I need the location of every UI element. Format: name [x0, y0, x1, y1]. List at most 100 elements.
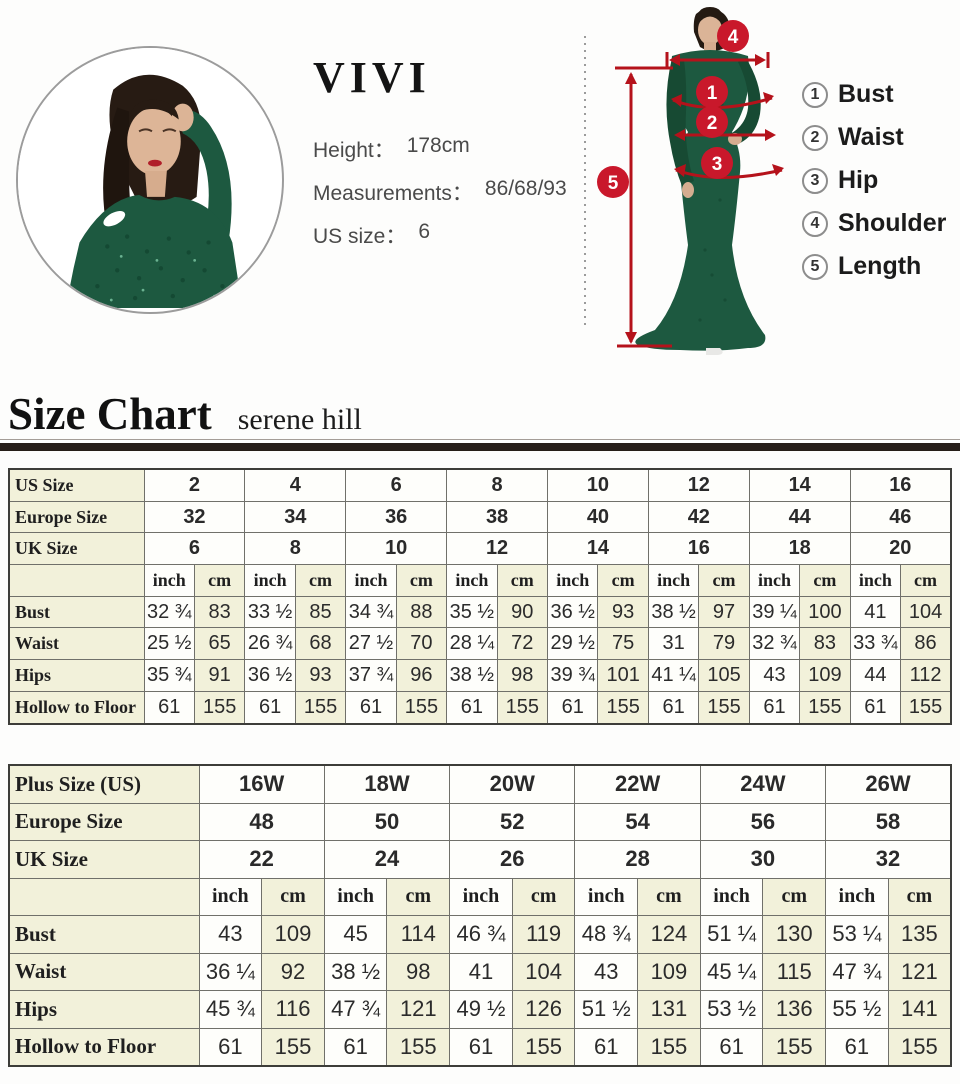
measure-inch-cell: 45 ¼ — [699, 952, 764, 991]
measure-cm-cell: 155 — [511, 1027, 576, 1067]
measure-cm-cell: 115 — [762, 952, 827, 991]
brand-title: VIVI — [313, 53, 431, 102]
size-row-label: UK Size — [8, 840, 200, 879]
model-portrait-art — [18, 48, 278, 308]
size-value-cell: 32 — [825, 840, 952, 879]
legend-num-3: 3 — [802, 167, 828, 194]
measure-cm-cell: 97 — [698, 595, 750, 629]
measure-inch-cell: 61 — [143, 690, 195, 725]
height-value: 178cm — [406, 134, 470, 157]
size-value-cell: 54 — [574, 802, 701, 841]
measure-inch-cell: 35 ¾ — [143, 659, 195, 692]
measure-cm-cell: 70 — [395, 627, 448, 661]
us-size-value: 6 — [418, 220, 431, 243]
size-row: Europe Size 48 50 52 54 56 58 — [8, 802, 952, 841]
measure-inch-cell: 38 ½ — [647, 595, 700, 629]
measure-cm-cell: 93 — [597, 595, 649, 629]
measure-inch-cell: 25 ½ — [143, 627, 195, 661]
measure-inch-cell: 47 ¾ — [825, 952, 889, 991]
measure-cm-cell: 79 — [698, 627, 750, 661]
divider-thick-bar — [0, 443, 960, 451]
measure-cm-cell: 155 — [261, 1027, 325, 1067]
legend-label-hip: Hip — [838, 166, 879, 194]
measure-cm-cell: 155 — [193, 690, 246, 725]
unit-inch-cell: inch — [446, 564, 498, 597]
size-value-cell: 44 — [748, 500, 851, 534]
measure-inch-cell: 41 — [449, 952, 513, 991]
measure-row: Hollow to Floor 61 155 61 155 61 155 61 155 61 155… — [8, 690, 952, 725]
measure-inch-cell: 31 — [647, 627, 700, 661]
measure-cm-cell: 98 — [496, 659, 549, 692]
measure-inch-cell: 43 — [748, 659, 801, 692]
measure-inch-cell: 29 ½ — [546, 627, 599, 661]
measure-inch-cell: 36 ½ — [546, 595, 599, 629]
measure-cm-cell: 75 — [597, 627, 649, 661]
unit-inch-cell: inch — [825, 877, 889, 916]
size-row-label: UK Size — [8, 532, 145, 566]
unit-inch-cell: inch — [699, 877, 764, 916]
measure-row-label: Waist — [8, 627, 145, 661]
size-value-cell: 6 — [143, 532, 246, 566]
measure-cm-cell: 86 — [900, 627, 952, 661]
measure-inch-cell: 27 ½ — [345, 627, 397, 661]
measure-cm-cell: 92 — [261, 952, 325, 991]
marker-5: 5 — [608, 173, 619, 194]
size-value-cell: 14 — [547, 532, 649, 566]
measure-row-label: Bust — [8, 595, 145, 629]
unit-cm-cell: cm — [511, 877, 576, 916]
size-value-cell: 26W — [825, 764, 952, 804]
measure-inch-cell: 61 — [849, 690, 902, 725]
unit-cm-cell: cm — [900, 564, 952, 597]
size-value-cell: 12 — [647, 468, 750, 502]
size-value-cell: 24W — [699, 764, 827, 804]
measure-inch-cell: 39 ¾ — [546, 659, 599, 692]
legend-num-5: 5 — [802, 253, 828, 280]
size-row: UK Size 6 8 10 12 14 16 18 20 — [8, 532, 952, 566]
measure-row-label: Waist — [8, 952, 200, 991]
measure-row: Waist 25 ½ 65 26 ¾ 68 27 ½ 70 28 ¼ 72 29 ½ 75 31 79 3… — [8, 627, 952, 661]
measure-inch-cell: 47 ¾ — [323, 990, 388, 1029]
measure-inch-cell: 61 — [546, 690, 599, 725]
legend-item-bust: 1 Bust — [802, 80, 946, 109]
measure-inch-cell: 41 ¼ — [647, 659, 700, 692]
page-title: Size Chart — [8, 389, 212, 439]
unit-cm-cell: cm — [193, 564, 246, 597]
measure-cm-cell: 104 — [511, 952, 576, 991]
measure-row: Hips 45 ¾ 116 47 ¾ 121 49 ½ 126 51 ½ 131 53 ½ 136 5… — [8, 990, 952, 1029]
size-value-cell: 4 — [244, 468, 347, 502]
legend-num-2: 2 — [802, 124, 828, 151]
measure-cm-cell: 83 — [193, 595, 246, 629]
measure-row: Hollow to Floor 61 155 61 155 61 155 61 155 61 155… — [8, 1027, 952, 1067]
size-value-cell: 18 — [748, 532, 851, 566]
measure-cm-cell: 112 — [900, 659, 952, 692]
measure-cm-cell: 98 — [386, 952, 451, 991]
legend-label-waist: Waist — [838, 123, 904, 151]
size-value-cell: 12 — [446, 532, 548, 566]
unit-cm-cell: cm — [294, 564, 347, 597]
size-value-cell: 24 — [323, 840, 451, 879]
measure-inch-cell: 28 ¼ — [446, 627, 498, 661]
measure-cm-cell: 114 — [386, 915, 451, 954]
unit-inch-cell: inch — [449, 877, 513, 916]
measure-row: Bust 32 ¾ 83 33 ½ 85 34 ¾ 88 35 ½ 90 36 ½ 93 38 ½ 97… — [8, 595, 952, 629]
measure-cm-cell: 100 — [799, 595, 851, 629]
measure-inch-cell: 53 ½ — [699, 990, 764, 1029]
measure-cm-cell: 155 — [496, 690, 549, 725]
size-value-cell: 22W — [574, 764, 701, 804]
measure-row-label: Hips — [8, 659, 145, 692]
size-value-cell: 30 — [699, 840, 827, 879]
measure-inch-cell: 39 ¼ — [748, 595, 801, 629]
measure-inch-cell: 61 — [748, 690, 801, 725]
measure-inch-cell: 53 ¼ — [825, 915, 889, 954]
size-value-cell: 16W — [198, 764, 325, 804]
legend-item-shoulder: 4 Shoulder — [802, 209, 946, 238]
measure-cm-cell: 136 — [762, 990, 827, 1029]
size-value-cell: 6 — [345, 468, 448, 502]
arrowheads — [625, 54, 784, 344]
plus-size-table: Plus Size (US) 16W 18W 20W 22W 24W 26W Europe S… — [8, 764, 952, 1067]
measure-cm-cell: 85 — [294, 595, 347, 629]
measure-inch-cell: 33 ½ — [244, 595, 296, 629]
size-value-cell: 52 — [449, 802, 576, 841]
measure-cm-cell: 155 — [294, 690, 347, 725]
